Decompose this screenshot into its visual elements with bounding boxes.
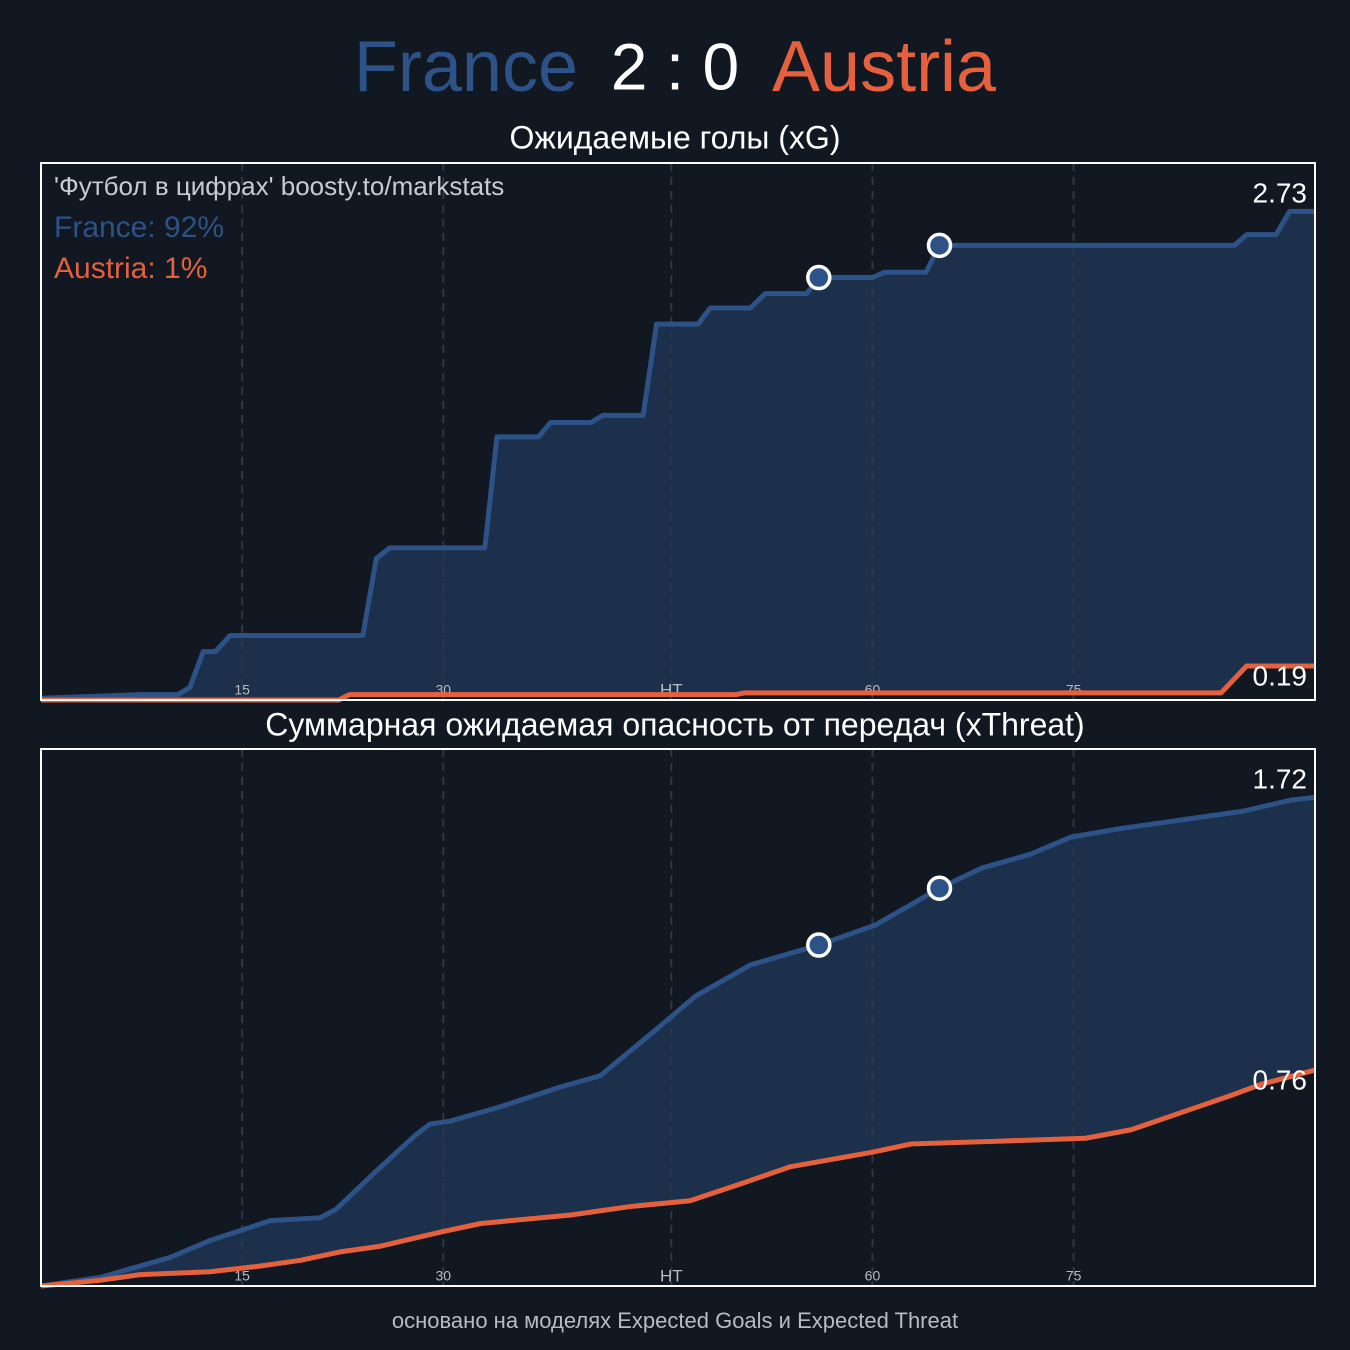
annotation: 'Футбол в цифрах' boosty.to/markstats — [54, 171, 504, 201]
x-tick-label: 15 — [234, 682, 250, 698]
end-label: 0.76 — [1253, 1064, 1308, 1095]
plot-border — [40, 748, 1316, 1287]
chart-title: Суммарная ожидаемая опасность от передач… — [265, 706, 1084, 742]
x-tick-label: 15 — [234, 1268, 250, 1284]
chart-title: Ожидаемые голы (xG) — [510, 119, 841, 155]
series-line — [40, 1067, 1316, 1289]
home-team: France — [354, 27, 578, 107]
x-tick-label: 60 — [865, 1268, 881, 1284]
footer: основано на моделях Expected Goals и Exp… — [392, 1308, 958, 1333]
plot-border — [40, 162, 1316, 701]
area-between — [41, 797, 1315, 1286]
annotation: Austria: 1% — [54, 252, 207, 285]
annotation: France: 92% — [54, 211, 224, 244]
series-line — [40, 794, 1316, 1289]
score: 2 : 0 — [611, 29, 739, 103]
goal-marker — [926, 875, 953, 901]
area-between — [41, 211, 1315, 700]
x-tick-label: 30 — [436, 1268, 452, 1284]
goal-marker — [806, 264, 832, 291]
x-tick-label: HT — [660, 1266, 683, 1285]
end-label: 1.72 — [1253, 764, 1308, 795]
end-label: 2.73 — [1253, 178, 1308, 209]
end-label: 0.19 — [1253, 660, 1308, 691]
away-team: Austria — [772, 27, 997, 107]
goal-marker — [806, 932, 832, 958]
goal-marker — [926, 232, 953, 259]
x-tick-label: 75 — [1066, 1268, 1082, 1284]
